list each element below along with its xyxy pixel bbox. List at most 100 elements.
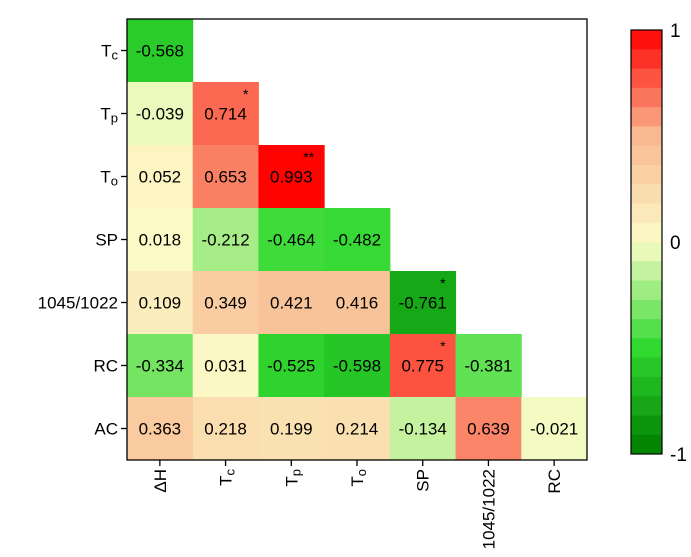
cell-value-label: 0.018 [139,231,182,250]
row-label: SP [95,231,118,250]
colorbar-band [631,357,662,378]
colorbar-tick-label: -1 [670,445,687,466]
cell-value-label: -0.761 [399,294,447,313]
colorbar-band [631,87,662,108]
cell-value-label: -0.482 [333,231,381,250]
row-label: To [100,168,118,189]
cell-value-label: 0.993 [270,168,313,187]
colorbar-band [631,242,662,262]
row-label: RC [93,357,118,376]
colorbar-band [631,68,662,89]
cell-value-label: 0.109 [139,294,182,313]
colorbar-band [631,203,662,224]
colorbar-band [631,415,662,436]
cell-value-label: 0.199 [270,420,313,439]
cell-value-label: -0.212 [201,231,249,250]
cell-value-label: 0.416 [336,294,379,313]
cell-value-label: 0.031 [204,357,247,376]
heatmap-cell [127,19,194,83]
cell-value-label: -0.464 [267,231,315,250]
cell-value-label: 0.653 [204,168,247,187]
heatmap-cell [389,334,457,398]
colorbar-band [631,434,662,455]
colorbar-band [631,280,662,301]
heatmap-cell [324,397,391,461]
cell-value-label: 0.214 [336,420,379,439]
cell-value-label: -0.021 [530,420,578,439]
cell-value-label: -0.568 [136,42,184,61]
heatmap-cell [258,271,325,335]
row-label: AC [94,420,118,439]
colorbar-band [631,126,662,147]
heatmap-cell [127,334,194,398]
significance-marker: * [440,338,446,354]
significance-marker: ** [303,149,314,165]
row-label: Tp [100,105,118,126]
colorbar-band [631,222,662,243]
row-labels: Tc Tp To SP 1045/1022 RC AC [38,42,127,439]
heatmap-cell [389,271,457,335]
colorbar-band [631,107,662,127]
heatmap-cell [258,334,325,398]
cell-value-label: -0.334 [136,357,184,376]
colorbar-band [631,376,662,397]
column-label: SP [414,469,433,492]
colorbar-band [631,338,662,359]
heatmap-cell [192,208,259,272]
significance-marker: * [440,275,446,291]
heatmap-cell [192,397,259,461]
colorbar: 1 0 -1 [630,21,687,466]
heatmap-cell [455,397,522,461]
colorbar-tick-label: 0 [670,233,681,254]
colorbar-band [631,49,662,70]
heatmap-cell [192,271,259,335]
cell-value-label: 0.775 [401,357,444,376]
heatmap-cell [127,145,194,209]
cell-value-label: -0.525 [267,357,315,376]
heatmap-cell [258,397,325,461]
column-labels: ΔH Tc Tp To SP 1045/1022 RC [151,460,564,549]
heatmap-cell [324,334,391,398]
colorbar-band [631,396,662,416]
cell-value-label: -0.134 [399,420,447,439]
cell-value-label: 0.714 [204,105,247,124]
heatmap-cells: -0.568 -0.039 0.714 * 0.052 0.653 0.993 ** 0.018… [127,19,588,461]
heatmap-cell [324,208,391,272]
colorbar-band [631,319,662,339]
heatmap-cell [127,397,194,461]
colorbar-tick-label: 1 [670,21,681,42]
column-label: Tc [217,469,238,486]
heatmap-cell [258,208,325,272]
column-label: Tp [282,469,303,487]
heatmap-cell [192,82,259,146]
heatmap-cell [192,334,259,398]
colorbar-band [631,145,662,166]
heatmap-cell [389,397,457,461]
colorbar-band [631,184,662,204]
heatmap-cell [127,271,194,335]
column-label: To [348,469,369,487]
cell-value-label: 0.218 [204,420,247,439]
colorbar-band [631,164,662,185]
heatmap-cell [455,334,522,398]
colorbar-border [630,29,663,455]
cell-value-label: -0.381 [464,357,512,376]
colorbar-band [631,261,662,282]
row-label: 1045/1022 [38,294,118,313]
cell-value-label: 0.349 [204,294,247,313]
cell-value-label: 0.639 [467,420,510,439]
heatmap-cell [192,145,259,209]
cell-value-label: -0.598 [333,357,381,376]
heatmap-cell [127,208,194,272]
cell-value-label: 0.052 [139,168,182,187]
heatmap-cell [324,271,391,335]
colorbar-band [631,299,662,320]
heatmap-cell [127,82,194,146]
column-label: ΔH [151,469,170,493]
cell-value-label: -0.039 [136,105,184,124]
row-label: Tc [101,42,118,63]
colorbar-band [631,30,662,50]
column-label: 1045/1022 [479,469,498,549]
cell-value-label: 0.421 [270,294,313,313]
